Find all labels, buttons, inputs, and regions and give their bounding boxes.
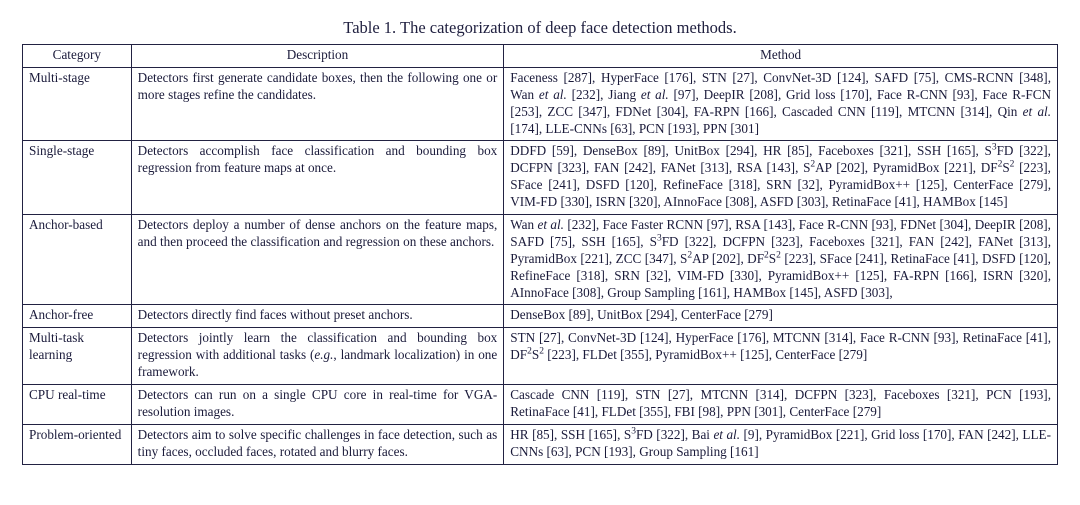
category-cell: Multi-task learning bbox=[23, 328, 132, 385]
category-cell: Anchor-based bbox=[23, 215, 132, 305]
col-header-category: Category bbox=[23, 45, 132, 68]
category-cell: CPU real-time bbox=[23, 385, 132, 425]
table-row: Anchor-basedDetectors deploy a number of… bbox=[23, 215, 1058, 305]
description-cell: Detectors first generate candidate boxes… bbox=[131, 67, 504, 141]
description-cell: Detectors deploy a number of dense ancho… bbox=[131, 215, 504, 305]
description-cell: Detectors can run on a single CPU core i… bbox=[131, 385, 504, 425]
table-row: Problem-orientedDetectors aim to solve s… bbox=[23, 424, 1058, 464]
table-row: CPU real-timeDetectors can run on a sing… bbox=[23, 385, 1058, 425]
method-cell: Cascade CNN [119], STN [27], MTCNN [314]… bbox=[504, 385, 1058, 425]
category-cell: Multi-stage bbox=[23, 67, 132, 141]
description-cell: Detectors accomplish face classification… bbox=[131, 141, 504, 215]
description-cell: Detectors jointly learn the classificati… bbox=[131, 328, 504, 385]
table-row: Anchor-freeDetectors directly find faces… bbox=[23, 305, 1058, 328]
method-cell: HR [85], SSH [165], S3FD [322], Bai et a… bbox=[504, 424, 1058, 464]
table-header-row: Category Description Method bbox=[23, 45, 1058, 68]
category-cell: Single-stage bbox=[23, 141, 132, 215]
description-cell: Detectors directly find faces without pr… bbox=[131, 305, 504, 328]
col-header-method: Method bbox=[504, 45, 1058, 68]
method-cell: Faceness [287], HyperFace [176], STN [27… bbox=[504, 67, 1058, 141]
method-cell: DenseBox [89], UnitBox [294], CenterFace… bbox=[504, 305, 1058, 328]
category-cell: Problem-oriented bbox=[23, 424, 132, 464]
description-cell: Detectors aim to solve specific challeng… bbox=[131, 424, 504, 464]
table-row: Multi-task learningDetectors jointly lea… bbox=[23, 328, 1058, 385]
col-header-description: Description bbox=[131, 45, 504, 68]
method-cell: DDFD [59], DenseBox [89], UnitBox [294],… bbox=[504, 141, 1058, 215]
method-cell: STN [27], ConvNet-3D [124], HyperFace [1… bbox=[504, 328, 1058, 385]
method-cell: Wan et al. [232], Face Faster RCNN [97],… bbox=[504, 215, 1058, 305]
table-row: Multi-stageDetectors first generate cand… bbox=[23, 67, 1058, 141]
categorization-table: Category Description Method Multi-stageD… bbox=[22, 44, 1058, 465]
category-cell: Anchor-free bbox=[23, 305, 132, 328]
table-caption: Table 1. The categorization of deep face… bbox=[22, 18, 1058, 38]
table-row: Single-stageDetectors accomplish face cl… bbox=[23, 141, 1058, 215]
